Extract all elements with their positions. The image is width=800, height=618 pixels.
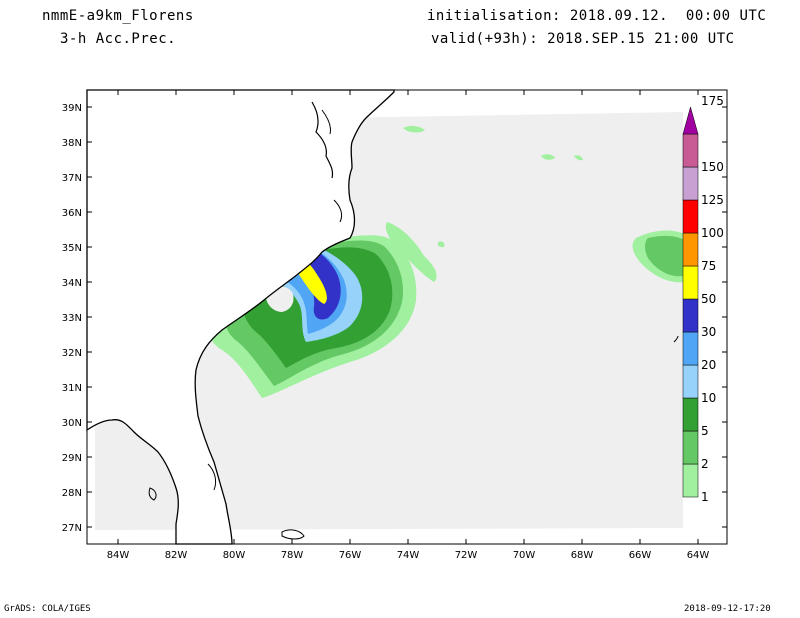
lat-label: 30N xyxy=(62,418,82,429)
lake-okeechobee-edge xyxy=(207,463,217,491)
lat-label: 34N xyxy=(62,278,82,289)
colorbar-cap xyxy=(682,106,699,135)
init-time: initialisation: 2018.09.12. 00:00 UTC xyxy=(427,8,767,24)
colorbar-swatch xyxy=(682,430,699,465)
bermuda-coast xyxy=(673,335,679,343)
lat-label: 32N xyxy=(62,348,82,359)
lat-label: 28N xyxy=(62,488,82,499)
lat-label: 33N xyxy=(62,313,82,324)
colorbar-swatch xyxy=(682,298,699,333)
cell-atlantic-1 xyxy=(541,154,555,160)
colorbar-label: 20 xyxy=(701,358,716,372)
valid-time: valid(+93h): 2018.SEP.15 21:00 UTC xyxy=(431,31,735,47)
software-credit: GrADS: COLA/IGES xyxy=(4,604,91,614)
lon-label: 80W xyxy=(223,550,246,561)
colorbar-label: 10 xyxy=(701,391,716,405)
lat-label: 38N xyxy=(62,138,82,149)
lon-label: 70W xyxy=(513,550,536,561)
colorbar-label: 150 xyxy=(701,160,724,174)
lat-label: 27N xyxy=(62,523,82,534)
colorbar-swatch xyxy=(682,199,699,234)
bermuda-2mm xyxy=(645,235,684,277)
lon-label: 76W xyxy=(339,550,362,561)
lat-label: 31N xyxy=(62,383,82,394)
lon-label: 64W xyxy=(687,550,710,561)
cell-chesapeake xyxy=(403,125,425,133)
outer-band-east xyxy=(385,222,437,282)
potomac xyxy=(321,109,331,135)
longitude-axis: 84W 82W 80W 78W 76W 74W 72W 70W 68W 66W 64W xyxy=(107,90,710,561)
colorbar-swatch xyxy=(682,166,699,201)
lon-label: 74W xyxy=(397,550,420,561)
chesapeake-bay xyxy=(311,101,334,179)
colorbar-swatch xyxy=(682,331,699,366)
lat-label: 37N xyxy=(62,173,82,184)
colorbar-label: 1 xyxy=(701,490,709,504)
render-timestamp: 2018-09-12-17:20 xyxy=(684,604,771,614)
colorbar-swatch xyxy=(682,265,699,300)
colorbar-label: 125 xyxy=(701,193,724,207)
lon-label: 84W xyxy=(107,550,130,561)
field-name: 3-h Acc.Prec. xyxy=(60,31,177,47)
colorbar-label: 30 xyxy=(701,325,716,339)
colorbar-swatch xyxy=(682,397,699,432)
albemarle-sound xyxy=(333,199,343,223)
lon-label: 82W xyxy=(165,550,188,561)
colorbar-label: 75 xyxy=(701,259,716,273)
gulf-island xyxy=(148,487,157,501)
lat-label: 36N xyxy=(62,208,82,219)
bahamas xyxy=(281,529,305,540)
cell-small xyxy=(437,241,445,248)
colorbar-swatch xyxy=(682,463,699,498)
lon-label: 78W xyxy=(281,550,304,561)
colorbar-swatch xyxy=(682,133,699,168)
colorbar-swatch xyxy=(682,364,699,399)
colorbar-label: 5 xyxy=(701,424,709,438)
latitude-axis: 39N 38N 37N 36N 35N 34N 33N 32N 31N 30N 29N 28N 27N xyxy=(62,103,727,534)
colorbar-label: 2 xyxy=(701,457,709,471)
model-name: nmmE-a9km_Florens xyxy=(42,8,194,24)
lat-label: 35N xyxy=(62,243,82,254)
colorbar-label: 50 xyxy=(701,292,716,306)
lon-label: 68W xyxy=(571,550,594,561)
lon-label: 66W xyxy=(629,550,652,561)
colorbar-label: 100 xyxy=(701,226,724,240)
colorbar-label: 175 xyxy=(701,94,724,108)
lat-label: 39N xyxy=(62,103,82,114)
lat-label: 29N xyxy=(62,453,82,464)
us-east-coast xyxy=(86,89,395,545)
cell-atlantic-2 xyxy=(574,155,583,161)
lon-label: 72W xyxy=(455,550,478,561)
colorbar-swatch xyxy=(682,232,699,267)
